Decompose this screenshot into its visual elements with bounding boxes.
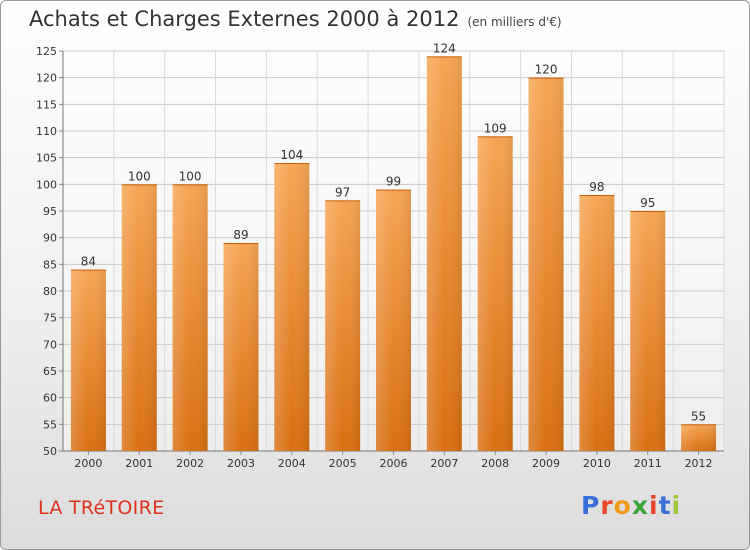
y-tick-label: 75 xyxy=(43,312,57,325)
bar-shade-2012 xyxy=(681,424,717,451)
bar-shade-2002 xyxy=(172,184,208,452)
y-tick-label: 55 xyxy=(43,418,57,431)
logo-letter: r xyxy=(600,491,614,520)
y-tick-label: 60 xyxy=(43,392,57,405)
bar-shade-2003 xyxy=(223,243,259,451)
logo-letter: i xyxy=(671,491,682,520)
bar-shade-2000 xyxy=(70,269,106,451)
y-tick-label: 95 xyxy=(43,205,57,218)
data-label-2002: 100 xyxy=(179,169,202,183)
bar-shade-2008 xyxy=(477,136,513,452)
x-tick-label-2005: 2005 xyxy=(329,457,357,470)
data-label-2004: 104 xyxy=(280,148,303,162)
data-label-2012: 55 xyxy=(691,409,706,423)
x-tick-label-2004: 2004 xyxy=(278,457,306,470)
y-tick-label: 85 xyxy=(43,258,57,271)
x-tick-label-2006: 2006 xyxy=(380,457,408,470)
data-label-2000: 84 xyxy=(81,255,96,269)
data-label-2008: 109 xyxy=(484,121,507,135)
logo-letter: o xyxy=(613,491,632,520)
y-tick-label: 90 xyxy=(43,232,57,245)
y-tick-label: 70 xyxy=(43,338,57,351)
y-tick-label: 110 xyxy=(36,125,57,138)
proxiti-logo[interactable]: Proxiti xyxy=(581,491,681,520)
chart-title-text: Achats et Charges Externes 2000 à 2012 xyxy=(29,7,460,31)
bar-chart: 50 55 60 65 70 75 80 85 90 95 100 105 110 115 120 125 84… xyxy=(36,41,725,470)
data-label-2009: 120 xyxy=(535,63,558,77)
logo-letter: P xyxy=(581,491,601,520)
town-name: LA TRéTOIRE xyxy=(38,497,165,519)
y-tick-label: 120 xyxy=(36,72,57,85)
x-tick-label-2003: 2003 xyxy=(227,457,255,470)
data-label-2010: 98 xyxy=(589,180,604,194)
x-tick-label-2001: 2001 xyxy=(125,457,153,470)
y-tick-label: 125 xyxy=(36,45,57,58)
bar-shade-2004 xyxy=(274,163,310,451)
y-tick-label: 115 xyxy=(36,98,57,111)
bar-shade-2011 xyxy=(630,211,666,451)
data-label-2003: 89 xyxy=(233,228,248,242)
y-tick-label: 80 xyxy=(43,285,57,298)
x-tick-label-2002: 2002 xyxy=(176,457,204,470)
x-tick-label-2008: 2008 xyxy=(481,457,509,470)
bar-shade-2010 xyxy=(579,195,615,451)
logo-letter: x xyxy=(631,491,649,520)
bar-shade-2007 xyxy=(426,56,462,451)
data-label-2011: 95 xyxy=(640,196,655,210)
x-tick-label-2007: 2007 xyxy=(430,457,458,470)
chart-title: Achats et Charges Externes 2000 à 2012 (e… xyxy=(29,7,562,31)
bar-shade-2009 xyxy=(528,77,564,452)
chart-subtitle: (en milliers d'€) xyxy=(467,15,562,29)
logo-letter: i xyxy=(649,491,659,520)
y-tick-label: 105 xyxy=(36,152,57,165)
logo-letter: t xyxy=(658,491,672,520)
y-tick-label: 100 xyxy=(36,178,57,191)
x-tick-label-2012: 2012 xyxy=(685,457,713,470)
x-tick-label-2011: 2011 xyxy=(634,457,662,470)
data-label-2006: 99 xyxy=(386,175,401,189)
bar-shade-2006 xyxy=(376,189,411,451)
data-label-2007: 124 xyxy=(433,41,456,55)
data-label-2001: 100 xyxy=(128,169,151,183)
y-tick-label: 65 xyxy=(43,365,57,378)
x-tick-label-2000: 2000 xyxy=(74,457,102,470)
bar-shade-2001 xyxy=(121,184,157,452)
x-tick-label-2010: 2010 xyxy=(583,457,611,470)
data-label-2005: 97 xyxy=(335,185,350,199)
y-tick-label: 50 xyxy=(43,445,57,458)
bar-shade-2005 xyxy=(325,200,361,451)
x-tick-label-2009: 2009 xyxy=(532,457,560,470)
